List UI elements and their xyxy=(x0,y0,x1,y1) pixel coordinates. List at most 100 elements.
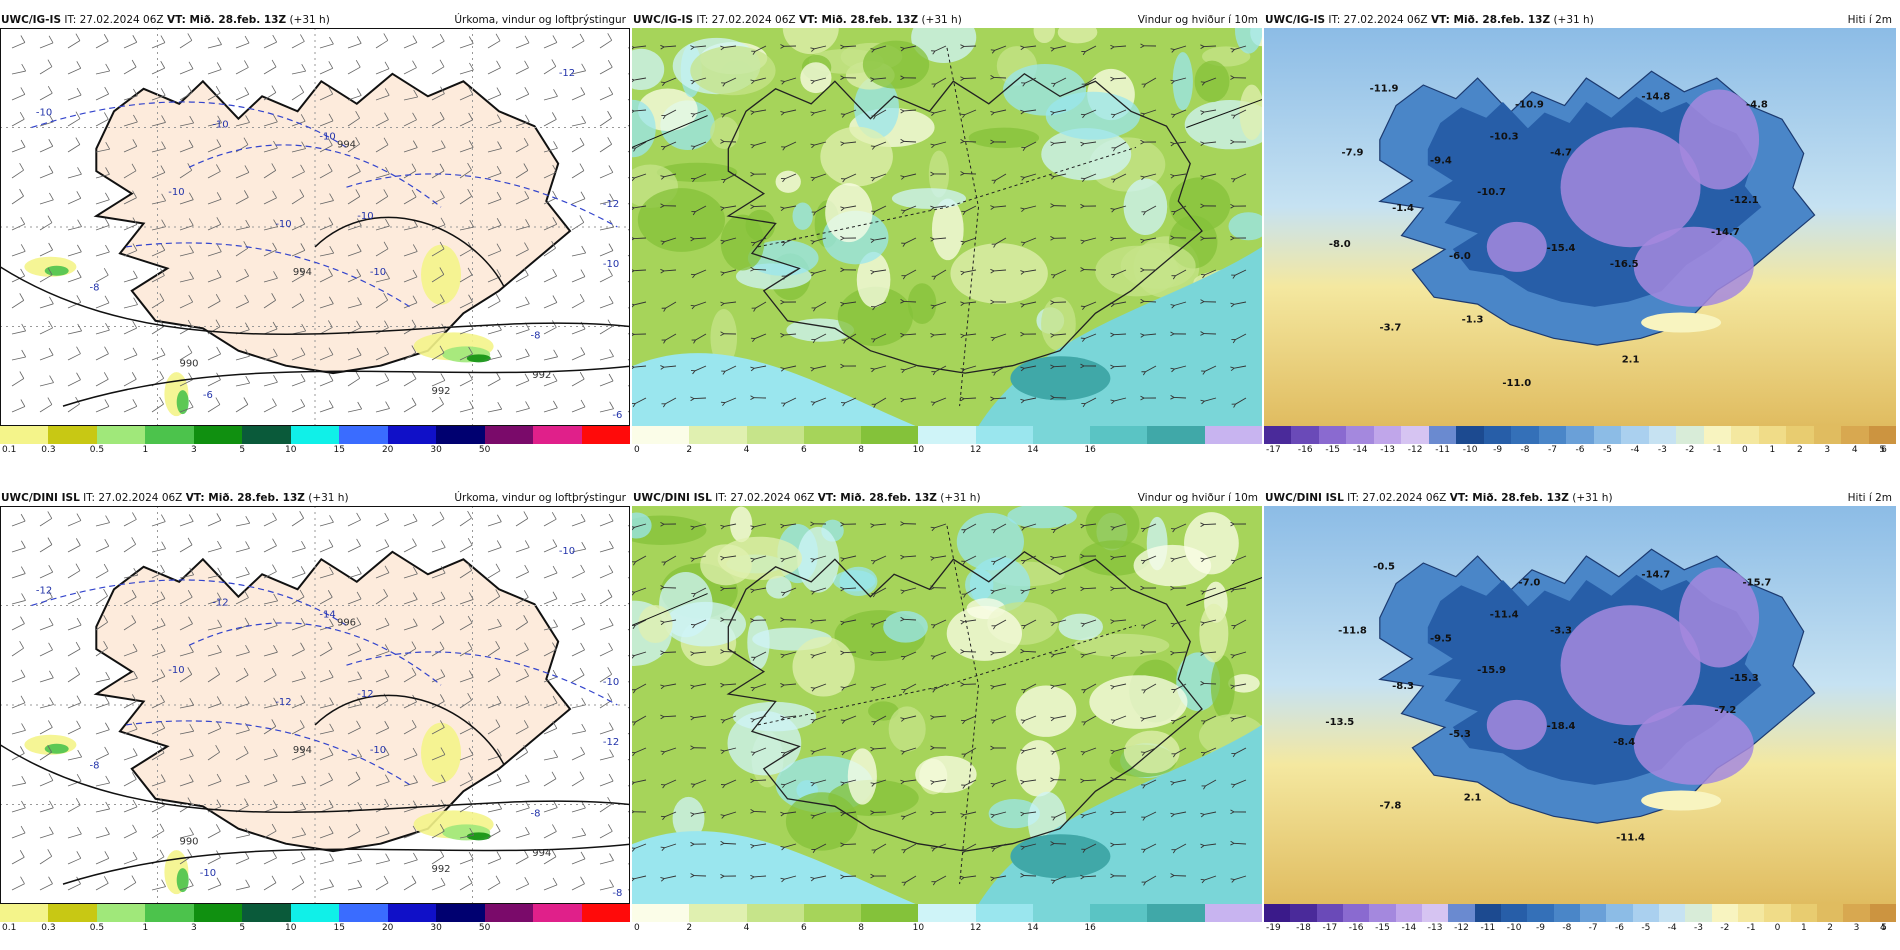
wind-arrowhead xyxy=(842,178,846,183)
wind-barb xyxy=(375,860,390,865)
wind-barb-flag xyxy=(439,34,445,42)
wind-arrowhead xyxy=(661,847,665,851)
wind-speed-area xyxy=(1015,685,1077,737)
temperature-contour-label: -8 xyxy=(531,330,541,341)
wind-arrowhead xyxy=(1020,845,1025,848)
wind-barb xyxy=(599,700,612,709)
wind-barb-flag xyxy=(160,669,166,677)
wind-arrowhead xyxy=(1083,721,1086,726)
map-frame xyxy=(0,28,630,426)
wind-arrow xyxy=(724,205,737,209)
colorbar-swatch xyxy=(1676,426,1704,444)
wind-barb xyxy=(375,248,389,257)
wind-barb xyxy=(487,596,500,605)
wind-arrowhead xyxy=(660,846,665,849)
wind-arrowhead xyxy=(662,82,666,86)
wind-barb-flag xyxy=(160,60,166,69)
wind-barb xyxy=(67,330,82,335)
wind-barb xyxy=(123,145,137,153)
wind-arrow xyxy=(1114,269,1127,276)
wind-barb-flag xyxy=(271,667,277,676)
wind-arrowhead xyxy=(930,526,935,529)
wind-barb-flag xyxy=(328,747,334,756)
map-area: -12 -12 -14 -12 -12 -10 -10 -10 -10 -8 -8 -10 -8 -12 9… xyxy=(0,506,630,904)
wind-arrowhead xyxy=(1110,812,1115,816)
wind-barb-flag xyxy=(131,694,137,702)
wind-arrowhead xyxy=(810,521,815,525)
wind-arrowhead xyxy=(900,368,905,371)
wind-barb-flag xyxy=(132,748,138,756)
wind-speed-area xyxy=(672,796,705,840)
wind-arrowhead xyxy=(840,44,845,48)
wind-speed-area xyxy=(950,243,1048,304)
wind-barb-flag xyxy=(411,667,417,676)
wind-arrowhead xyxy=(870,78,875,82)
wind-barb xyxy=(431,598,446,605)
wind-arrow xyxy=(1145,365,1157,373)
wind-arrowhead xyxy=(931,402,936,406)
wind-barb xyxy=(375,408,390,413)
wind-arrowhead xyxy=(690,304,695,307)
wind-speed-area xyxy=(727,711,802,776)
wind-arrowhead xyxy=(870,873,875,877)
wind-barb xyxy=(291,882,305,891)
wind-barb xyxy=(11,647,24,657)
wind-arrowhead xyxy=(870,746,875,750)
wind-arrowhead xyxy=(991,590,995,595)
wind-arrowhead xyxy=(1020,304,1025,308)
wind-barb-flag xyxy=(580,269,586,277)
wind-arrow xyxy=(1204,747,1217,754)
wind-barb xyxy=(403,67,417,75)
wind-barb-flag xyxy=(384,720,390,729)
wind-barb-flag xyxy=(412,244,418,252)
wind-barb-flag xyxy=(496,243,502,251)
wind-barb-flag xyxy=(580,347,586,355)
wind-arrow xyxy=(1113,365,1127,368)
wind-arrowhead xyxy=(780,44,785,47)
isobar-label: 990 xyxy=(179,836,198,847)
wind-arrowhead xyxy=(900,556,905,560)
wind-arrowhead xyxy=(962,561,966,565)
wind-arrowhead xyxy=(750,367,755,372)
wind-arrow xyxy=(1205,779,1217,787)
wind-barb-flag xyxy=(356,88,362,96)
wind-arrow xyxy=(1054,109,1067,114)
wind-barb-flag xyxy=(385,166,390,175)
wind-arrowhead xyxy=(780,619,785,622)
wind-arrow xyxy=(904,587,917,592)
wind-arrow xyxy=(1024,747,1037,752)
wind-arrow xyxy=(964,333,977,336)
wind-barb-flag xyxy=(440,86,445,94)
wind-arrow xyxy=(1025,619,1037,626)
wind-arrowhead xyxy=(810,176,815,179)
wind-barb xyxy=(263,197,277,205)
wind-arrowhead xyxy=(1110,844,1115,848)
wind-barb-flag xyxy=(301,775,307,784)
wind-arrowhead xyxy=(1231,49,1235,53)
wind-arrow xyxy=(815,301,827,309)
wind-arrowhead xyxy=(1230,205,1235,209)
colorbar-swatch xyxy=(1606,904,1633,922)
wind-barb-flag xyxy=(384,747,390,756)
wind-arrowhead xyxy=(871,177,876,182)
wind-arrow xyxy=(874,683,887,689)
wind-arrow xyxy=(663,715,677,718)
wind-barb-flag xyxy=(105,167,110,175)
wind-barb xyxy=(403,726,417,735)
wind-barb-flag xyxy=(608,373,614,382)
wind-barb xyxy=(39,518,52,527)
wind-arrowhead xyxy=(990,813,995,816)
wind-arrowhead xyxy=(720,331,725,335)
wind-barb xyxy=(375,676,390,683)
wind-arrowhead xyxy=(720,271,725,274)
wind-arrowhead xyxy=(1170,782,1175,786)
wind-arrowhead xyxy=(1140,238,1145,241)
wind-arrowhead xyxy=(1110,44,1115,48)
colorbar-tick-label: 3 xyxy=(1853,923,1860,933)
colorbar xyxy=(632,904,1262,922)
wind-arrowhead xyxy=(960,78,965,81)
wind-arrowhead xyxy=(1080,239,1085,242)
wind-barb-flag xyxy=(189,723,195,732)
init-time: IT: 27.02.2024 06Z xyxy=(1328,14,1428,26)
wind-arrowhead xyxy=(660,365,665,368)
